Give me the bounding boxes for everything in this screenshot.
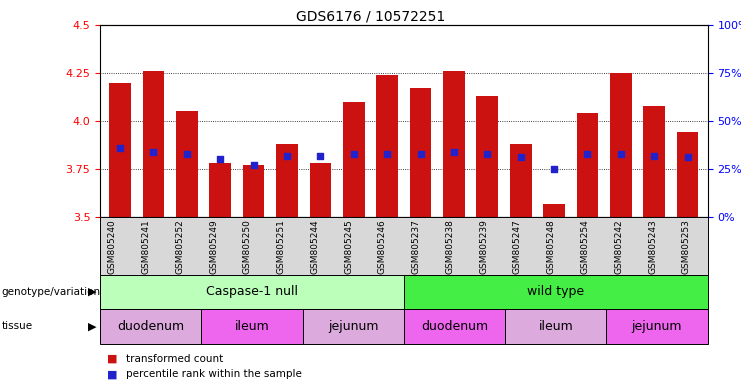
Bar	[476, 96, 498, 217]
Point	[415, 151, 427, 157]
Bar	[543, 204, 565, 217]
Text: transformed count: transformed count	[126, 354, 223, 364]
Point	[214, 156, 226, 162]
Bar	[643, 106, 665, 217]
Text: genotype/variation: genotype/variation	[1, 287, 101, 297]
Text: ■: ■	[107, 354, 118, 364]
Text: GSM805246: GSM805246	[378, 219, 387, 274]
Text: ileum: ileum	[539, 320, 573, 333]
Text: GSM805254: GSM805254	[580, 219, 590, 274]
Text: GSM805245: GSM805245	[345, 219, 353, 274]
Point	[247, 162, 259, 168]
Point	[448, 149, 460, 155]
Bar	[176, 111, 198, 217]
Text: ▶: ▶	[88, 321, 96, 331]
Point	[281, 152, 293, 159]
Bar	[677, 132, 699, 217]
Point	[381, 151, 393, 157]
Bar	[443, 71, 465, 217]
Text: GSM805248: GSM805248	[547, 219, 556, 274]
Text: GSM805237: GSM805237	[412, 219, 421, 274]
Text: ■: ■	[107, 369, 118, 379]
Text: GSM805242: GSM805242	[614, 219, 623, 273]
Text: GSM805240: GSM805240	[108, 219, 117, 274]
Text: jejunum: jejunum	[632, 320, 682, 333]
Bar	[410, 88, 431, 217]
Text: wild type: wild type	[527, 285, 585, 298]
Bar	[343, 102, 365, 217]
Bar	[210, 163, 231, 217]
Text: GSM805251: GSM805251	[276, 219, 286, 274]
Point	[548, 166, 560, 172]
Point	[682, 154, 694, 161]
Point	[314, 152, 326, 159]
Text: GSM805243: GSM805243	[648, 219, 657, 274]
Point	[615, 151, 627, 157]
Point	[147, 149, 159, 155]
Text: GSM805247: GSM805247	[513, 219, 522, 274]
Text: ▶: ▶	[88, 287, 96, 297]
Bar	[243, 165, 265, 217]
Text: tissue: tissue	[1, 321, 33, 331]
Point	[348, 151, 359, 157]
Point	[181, 151, 193, 157]
Bar	[376, 75, 398, 217]
Bar	[610, 73, 631, 217]
Point	[582, 151, 594, 157]
Point	[482, 151, 494, 157]
Point	[648, 152, 660, 159]
Text: GSM805249: GSM805249	[209, 219, 218, 274]
Text: jejunum: jejunum	[328, 320, 379, 333]
Bar	[142, 71, 165, 217]
Bar	[109, 83, 131, 217]
Text: Caspase-1 null: Caspase-1 null	[206, 285, 298, 298]
Text: ileum: ileum	[235, 320, 269, 333]
Point	[515, 154, 527, 161]
Text: GDS6176 / 10572251: GDS6176 / 10572251	[296, 10, 445, 23]
Text: GSM805239: GSM805239	[479, 219, 488, 274]
Text: GSM805241: GSM805241	[142, 219, 150, 274]
Text: duodenum: duodenum	[117, 320, 185, 333]
Point	[114, 145, 126, 151]
Bar	[310, 163, 331, 217]
Text: GSM805252: GSM805252	[176, 219, 185, 274]
Text: GSM805244: GSM805244	[310, 219, 319, 273]
Bar	[276, 144, 298, 217]
Text: GSM805238: GSM805238	[445, 219, 454, 274]
Text: GSM805253: GSM805253	[682, 219, 691, 274]
Bar	[576, 113, 598, 217]
Text: duodenum: duodenum	[421, 320, 488, 333]
Text: GSM805250: GSM805250	[243, 219, 252, 274]
Text: percentile rank within the sample: percentile rank within the sample	[126, 369, 302, 379]
Bar	[510, 144, 531, 217]
